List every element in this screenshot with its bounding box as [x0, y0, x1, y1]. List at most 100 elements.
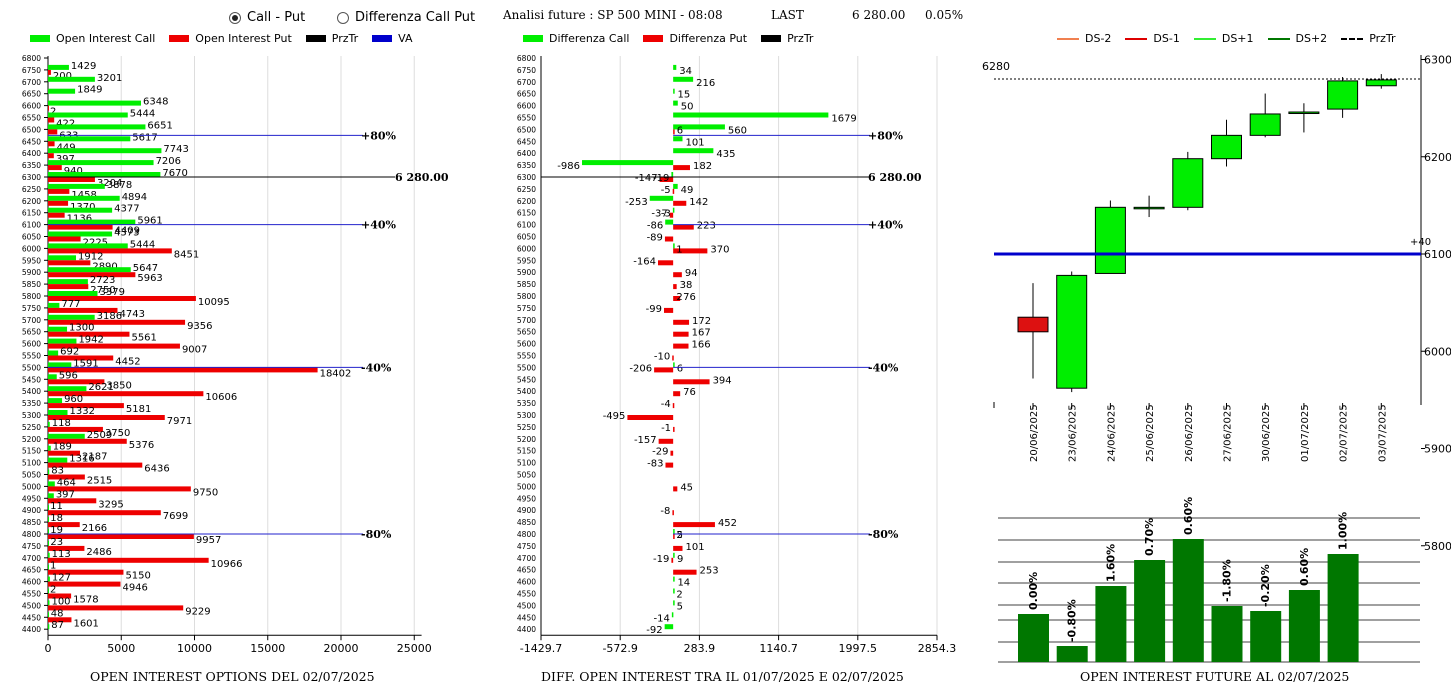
call-value-label: 5647: [133, 263, 158, 274]
call-value-label: 1591: [73, 358, 98, 369]
put-bar: [48, 438, 127, 444]
call-bar: [48, 421, 50, 427]
x-tick-label: 03/07/2025: [1377, 404, 1388, 462]
call-value-label: 7743: [163, 144, 188, 155]
radio-call-put[interactable]: Call - Put: [229, 10, 305, 25]
put-bar: [48, 177, 95, 182]
call-value-label: 2509: [87, 430, 112, 441]
strike-label: 5250: [22, 423, 41, 432]
reference-label: -40%: [361, 361, 392, 374]
strike-label: 5900: [22, 268, 41, 277]
put-value-label: 5376: [129, 440, 154, 451]
diff-put-bar: [673, 486, 678, 492]
diff-call-bar: [673, 100, 678, 106]
legend-item-ds-1: DS-1: [1125, 32, 1180, 45]
call-bar: [48, 88, 76, 94]
put-value-label: 1458: [71, 190, 96, 201]
strike-label: 6750: [517, 66, 536, 75]
strike-label: 6650: [517, 90, 536, 99]
diff-put-bar: [673, 296, 681, 301]
y-tick-label: 5800: [1424, 540, 1451, 553]
diff-put-bar: [673, 522, 715, 528]
legend-label: PrzTr: [787, 32, 814, 45]
candle-up: [1133, 206, 1165, 210]
x-tick-label: 1140.7: [759, 642, 798, 655]
price-label: 6280: [982, 60, 1010, 73]
diff-put-bar: [658, 438, 674, 444]
call-bar: [48, 267, 131, 273]
strike-label: 4750: [517, 542, 536, 551]
legend-label: PrzTr: [331, 32, 359, 45]
diff-value-label: -986: [557, 161, 580, 172]
call-value-label: 692: [60, 347, 79, 358]
put-value-label: 397: [56, 154, 75, 165]
last-label: LAST: [771, 8, 804, 22]
legend-swatch-put: [643, 35, 664, 42]
future-oi-label: 1.00%: [1337, 512, 1350, 550]
diff-value-label: 142: [689, 197, 708, 208]
diff-put-bar: [671, 557, 674, 563]
change-percent: 0.05%: [925, 8, 964, 22]
strike-label: 4800: [517, 530, 536, 539]
diff-call-bar: [673, 243, 675, 249]
strike-label: 4650: [22, 566, 41, 575]
legend-swatch-va: [372, 35, 393, 42]
diff-call-bar: [673, 600, 675, 606]
put-bar: [48, 331, 130, 337]
strike-label: 5700: [517, 316, 536, 325]
x-tick-label: 25/06/2025: [1145, 404, 1156, 462]
future-oi-bar-chart: 0.00% -0.80% 1.60% 0.70% 0.60% -1.80% -0.20% 0.…: [998, 497, 1420, 663]
strike-label: 5300: [22, 411, 41, 420]
strike-label: 4800: [22, 530, 41, 539]
strike-label: 6050: [22, 233, 41, 242]
diff-put-bar: [665, 462, 674, 468]
diff-call-bar: [672, 207, 675, 213]
strike-label: 5000: [517, 482, 536, 491]
strike-label: 5150: [517, 447, 536, 456]
strike-label: 6000: [517, 244, 536, 253]
diff-value-label: 167: [692, 328, 711, 339]
strike-label: 6100: [517, 221, 536, 230]
strike-label: 4450: [517, 613, 536, 622]
call-value-label: 777: [61, 299, 80, 310]
future-oi-bar: [1018, 614, 1049, 662]
x-tick-label: 25000: [397, 642, 432, 655]
call-value-label: 3201: [97, 73, 122, 84]
diff-call-bar: [673, 529, 675, 534]
diff-value-label: 101: [685, 542, 704, 553]
strike-label: 4750: [22, 542, 41, 551]
call-bar: [48, 445, 51, 451]
strike-label: 6200: [517, 197, 536, 206]
diff-value-label: 452: [718, 518, 737, 529]
strike-label: 6800: [22, 54, 41, 63]
call-value-label: 1849: [77, 85, 102, 96]
diff-value-label: 6: [677, 125, 683, 136]
put-bar: [48, 534, 194, 539]
call-bar: [48, 243, 128, 249]
y-tick-label: 6200: [1424, 151, 1451, 164]
diff-call-bar: [673, 124, 725, 130]
radio-differenza[interactable]: Differenza Call Put: [337, 10, 475, 25]
diff-put-bar: [673, 284, 677, 290]
diff-put-bar: [669, 212, 674, 218]
strike-label: 6700: [517, 78, 536, 87]
future-oi-label: -0.20%: [1259, 564, 1272, 607]
diff-put-bar: [673, 224, 694, 230]
put-bar: [48, 319, 186, 325]
put-bar: [48, 165, 62, 171]
legend-item-diff-put: Differenza Put: [643, 32, 747, 45]
reference-label: +80%: [868, 129, 904, 142]
call-bar: [48, 457, 68, 463]
legend-label: Open Interest Put: [195, 32, 292, 45]
diff-put-bar: [672, 510, 674, 516]
strike-label: 6450: [22, 137, 41, 146]
put-bar: [48, 153, 54, 159]
strike-label: 5500: [517, 363, 536, 372]
put-bar: [48, 415, 165, 420]
diff-call-bar: [671, 172, 674, 177]
diff-put-bar: [673, 343, 689, 349]
put-bar: [48, 117, 55, 123]
x-tick-label: 24/06/2025: [1106, 404, 1117, 462]
put-bar: [48, 462, 143, 468]
future-oi-bar: [1211, 606, 1243, 662]
